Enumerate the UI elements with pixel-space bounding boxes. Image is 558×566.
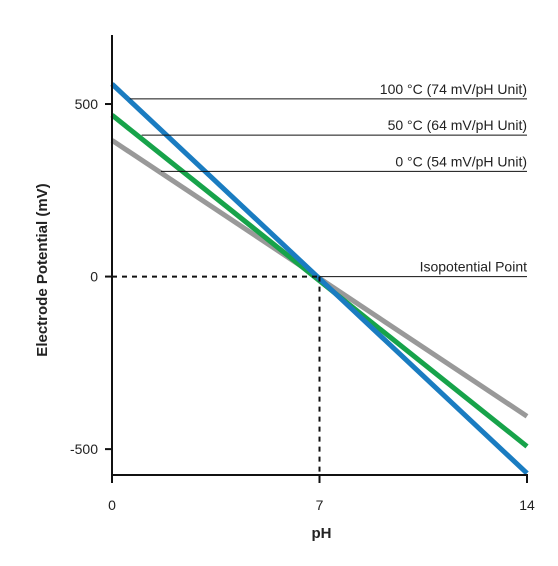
axis-layer: 500 0 -500 0 7 14 [70,35,535,513]
annotation-label-iso: Isopotential Point [420,259,528,275]
x-tick-label: 14 [519,497,535,513]
annotation-label-t0: 0 °C (54 mV/pH Unit) [395,153,527,169]
y-axis-title: Electrode Potential (mV) [34,183,51,356]
annotation-label-t100: 100 °C (74 mV/pH Unit) [380,81,527,97]
y-tick-label: 500 [75,96,99,112]
x-tick-label: 7 [316,497,324,513]
y-tick-label: -500 [70,441,98,457]
guide-layer [112,275,321,475]
y-tick-label: 0 [90,269,98,285]
annotation-layer: 100 °C (74 mV/pH Unit) 50 °C (64 mV/pH Un… [129,81,528,278]
x-axis-title: pH [312,525,332,542]
x-tick-label: 0 [108,497,116,513]
annotation-label-t50: 50 °C (64 mV/pH Unit) [388,117,527,133]
